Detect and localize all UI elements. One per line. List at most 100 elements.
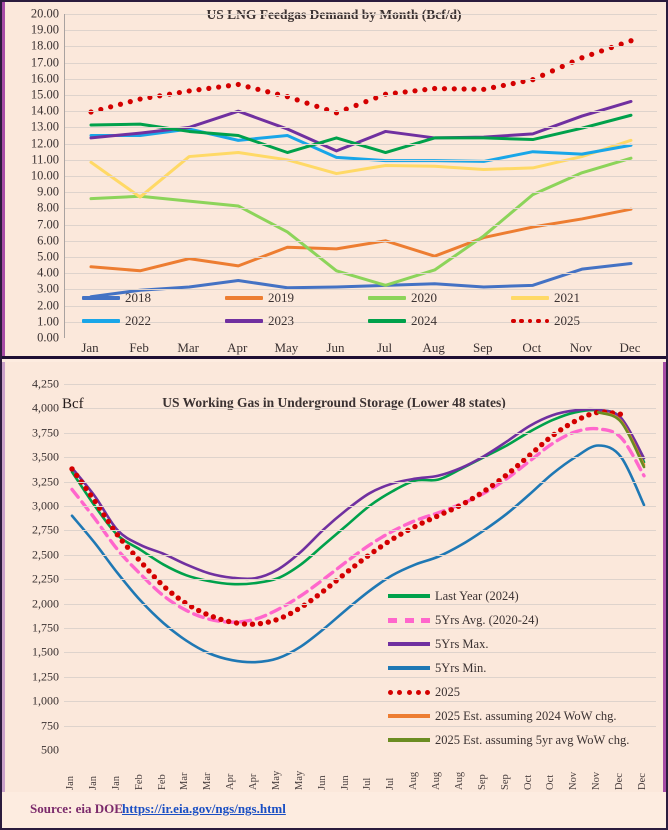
y-tick-label: 1,750	[32, 620, 59, 635]
gridline	[65, 143, 657, 145]
y-tick-label: 9.00	[37, 184, 59, 199]
x-tick-label: Aug	[422, 340, 445, 355]
gridline	[65, 159, 657, 161]
legend-item-2025-est-assuming-5yr-avg-wow-chg-[interactable]: 2025 Est. assuming 5yr avg WoW chg.	[388, 728, 660, 752]
y-tick-label: 6.00	[37, 233, 59, 248]
x-tick-label: Aug	[453, 771, 465, 790]
legend-label: 5Yrs Avg. (2020-24)	[435, 612, 539, 627]
legend-item-5yrs-avg-2020-24-[interactable]: 5Yrs Avg. (2020-24)	[388, 608, 660, 632]
gridline	[64, 384, 656, 385]
chart1-series-svg	[88, 38, 634, 299]
gridline	[65, 208, 657, 210]
series-2021	[89, 138, 633, 199]
x-tick-label: May	[274, 340, 299, 355]
x-tick-label: Jun	[339, 775, 351, 790]
gridline	[64, 652, 656, 654]
gridline	[64, 506, 656, 507]
legend-item-2018[interactable]: 2018	[82, 290, 151, 306]
gridline	[65, 224, 657, 226]
x-tick-label: Apr	[248, 773, 260, 790]
x-tick-label: Feb	[133, 774, 145, 790]
x-tick-label: Jan	[110, 776, 122, 790]
legend-item-2020[interactable]: 2020	[368, 290, 437, 306]
y-tick-label: 1,000	[32, 693, 59, 708]
gridline	[65, 257, 657, 258]
legend-label: 2018	[125, 290, 151, 305]
legend-item-last-year-2024-[interactable]: Last Year (2024)	[388, 584, 660, 608]
legend-item-2024[interactable]: 2024	[368, 313, 437, 329]
y-tick-label: 11.00	[31, 152, 59, 167]
gridline	[64, 432, 656, 434]
legend-label: Last Year (2024)	[435, 588, 519, 603]
gridline	[64, 603, 656, 605]
gridline	[64, 457, 656, 459]
chart2-plot-area	[64, 384, 656, 750]
legend-item-2022[interactable]: 2022	[82, 313, 151, 329]
y-tick-label: 7.00	[37, 217, 59, 232]
legend-item-2021[interactable]: 2021	[511, 290, 580, 306]
legend-swatch-dashed-icon	[388, 617, 430, 623]
legend-label: 2025	[554, 313, 580, 328]
gridline	[64, 701, 656, 703]
chart2-unit-label: Bcf	[62, 396, 84, 412]
lng-feedgas-chart-panel: US LNG Feedgas Demand by Month (Bcf/d) 2…	[2, 2, 666, 359]
y-tick-label: 2.00	[37, 298, 59, 313]
y-tick-label: 10.00	[30, 168, 59, 183]
y-tick-label: 4,000	[32, 400, 59, 415]
series-2018	[89, 261, 633, 299]
y-tick-label: 500	[41, 742, 59, 757]
legend-label: 2024	[411, 313, 437, 328]
gridline	[65, 240, 657, 242]
source-label: Source: eia DOE	[30, 801, 123, 816]
gridline	[65, 46, 657, 48]
gridline	[65, 305, 657, 307]
x-tick-label: Oct	[522, 340, 542, 355]
y-tick-label: 12.00	[30, 136, 59, 151]
gridline	[64, 628, 656, 629]
legend-label: 2023	[268, 313, 294, 328]
gridline	[65, 289, 657, 291]
x-tick-label: Aug	[408, 771, 420, 790]
legend-item-5yrs-max-[interactable]: 5Yrs Max.	[388, 632, 660, 656]
legend-swatch-dotted-icon	[511, 318, 549, 324]
x-tick-label: May	[270, 770, 282, 790]
legend-label: 2022	[125, 313, 151, 328]
chart2-title: US Working Gas in Underground Storage (L…	[162, 395, 506, 410]
y-tick-label: 14.00	[30, 103, 59, 118]
y-tick-label: 19.00	[30, 22, 59, 37]
legend-item-2023[interactable]: 2023	[225, 313, 294, 329]
legend-item-2019[interactable]: 2019	[225, 290, 294, 306]
legend-item-5yrs-min-[interactable]: 5Yrs Min.	[388, 656, 660, 680]
gridline	[65, 176, 657, 177]
gridline	[64, 579, 656, 581]
source-link[interactable]: https://ir.eia.gov/ngs/ngs.html	[122, 801, 286, 816]
gridline	[65, 14, 657, 15]
y-tick-label: 2,750	[32, 522, 59, 537]
chart2-x-axis: Jan Jan Jan Feb Feb Mar Mar Apr Apr May May Jun Jun J…	[64, 754, 656, 790]
legend-item-2025-est-assuming-2024-wow-chg-[interactable]: 2025 Est. assuming 2024 WoW chg.	[388, 704, 660, 728]
legend-swatch-icon	[388, 714, 430, 718]
legend-swatch-icon	[388, 642, 430, 646]
x-tick-label: Jan	[81, 340, 99, 355]
series-2020	[89, 156, 633, 287]
legend-item-2025[interactable]: 2025	[511, 313, 580, 329]
gridline	[65, 95, 657, 96]
legend-swatch-icon	[368, 319, 406, 323]
y-tick-label: 3,000	[32, 498, 59, 513]
gridline	[65, 78, 657, 80]
gridline	[64, 530, 656, 532]
y-tick-label: 750	[41, 718, 59, 733]
x-tick-label: Nov	[569, 340, 593, 355]
legend-label: 2025 Est. assuming 2024 WoW chg.	[435, 708, 617, 723]
legend-item-2025[interactable]: 2025	[388, 680, 660, 704]
y-tick-label: 4.00	[37, 265, 59, 280]
x-tick-label: Mar	[177, 340, 200, 355]
x-tick-label: Apr	[225, 773, 237, 790]
legend-label: 2020	[411, 290, 437, 305]
x-tick-label: Jun	[326, 340, 345, 355]
x-tick-label: Jul	[362, 777, 374, 790]
gridline	[65, 30, 657, 32]
footer: Source: eia DOE https://ir.eia.gov/ngs/n…	[2, 792, 666, 828]
legend-swatch-icon	[225, 296, 263, 300]
